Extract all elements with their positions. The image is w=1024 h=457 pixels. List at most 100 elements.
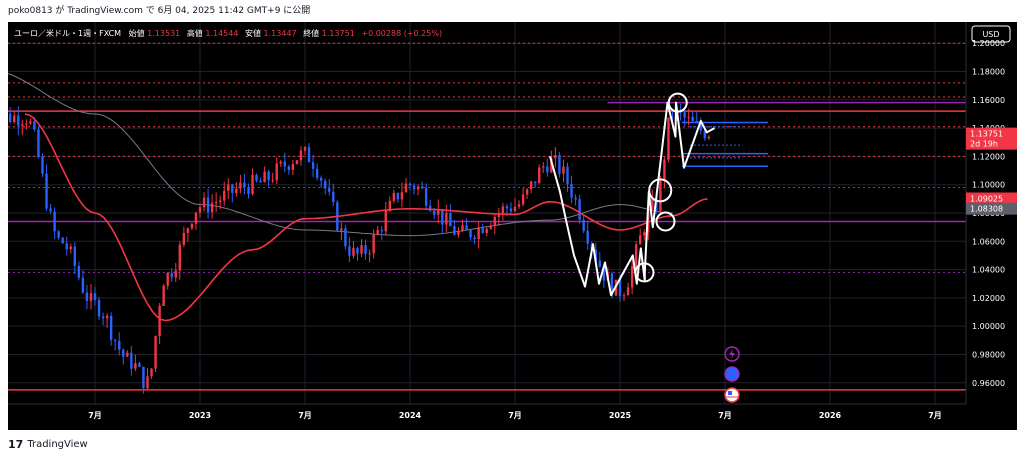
candle-body — [437, 208, 440, 215]
candle-body — [416, 186, 420, 190]
candle-body — [513, 206, 517, 212]
candle-body — [45, 173, 48, 209]
price-axis[interactable]: USD 1.200001.180001.160001.140001.120001… — [965, 22, 1017, 430]
time-axis-bg — [8, 404, 966, 430]
candle-body — [243, 182, 246, 188]
candle-body — [97, 300, 101, 317]
candle-body — [118, 340, 121, 350]
candle-body — [477, 227, 480, 240]
price-chart[interactable]: USD 1.200001.180001.160001.140001.120001… — [8, 22, 1017, 430]
candle-body — [388, 200, 392, 211]
candle-body — [364, 245, 367, 255]
time-tick-label: 2026 — [819, 411, 842, 420]
ma-fast-line — [24, 113, 708, 322]
candle-body — [194, 212, 198, 224]
candle-body — [586, 230, 589, 244]
candle-body — [25, 123, 28, 125]
price-tick-label: 1.06000 — [972, 237, 1005, 246]
candle-body — [469, 230, 472, 238]
legend-high-label: 高値 — [187, 28, 203, 38]
candle-body — [630, 266, 634, 288]
candle-body — [311, 162, 315, 169]
candle-body — [69, 246, 72, 250]
candle-body — [683, 112, 686, 118]
circle-marker — [655, 211, 676, 232]
candle-body — [235, 188, 238, 193]
candle-body — [659, 179, 662, 211]
candle-body — [497, 213, 501, 217]
candle-body — [263, 171, 266, 183]
time-tick-label: 7月 — [508, 411, 522, 420]
circle-marker — [634, 262, 655, 283]
candle-body — [501, 206, 505, 214]
flash-event-icon[interactable] — [724, 346, 740, 362]
candle-body — [295, 160, 299, 164]
currency-box[interactable] — [971, 25, 1011, 43]
candle-body — [142, 366, 145, 389]
eu-flag-icon[interactable] — [724, 366, 740, 382]
candle-body — [57, 231, 60, 238]
candle-body — [594, 249, 597, 261]
candle-body — [376, 229, 379, 235]
candle-body — [8, 113, 12, 123]
candle-body — [525, 189, 529, 195]
countdown-badge: 2d 19h — [970, 140, 998, 149]
candle-body — [73, 246, 77, 266]
candle-body — [166, 273, 169, 286]
candle-body — [360, 245, 363, 254]
candle-body — [323, 180, 327, 189]
event-icons[interactable] — [724, 346, 740, 403]
candle-body — [489, 226, 492, 229]
candle-body — [247, 187, 250, 194]
legend: ユーロ／米ドル・1週・FXCM 始値 1.13531 高値 1.14544 安値… — [14, 28, 442, 38]
candle-body — [130, 352, 133, 369]
candle-body — [37, 129, 40, 157]
legend-close-label: 終値 — [303, 28, 319, 38]
candle-body — [420, 186, 424, 189]
candle-body — [239, 182, 242, 189]
time-tick-label: 7月 — [718, 411, 732, 420]
legend-low-label: 安値 — [245, 28, 261, 38]
candle-body — [485, 228, 488, 234]
price-tick-label: 1.20000 — [972, 39, 1005, 48]
candle-body — [703, 130, 707, 139]
candle-body — [517, 204, 521, 207]
candle-body — [126, 352, 129, 357]
candle-body — [319, 177, 323, 181]
price-tick-label: 1.02000 — [972, 294, 1005, 303]
candle-body — [493, 216, 497, 227]
candle-body — [602, 266, 606, 281]
chart-container[interactable]: USD 1.200001.180001.160001.140001.120001… — [8, 22, 1017, 430]
candle-body — [348, 246, 351, 256]
candle-body — [29, 121, 32, 124]
candle-body — [150, 368, 153, 377]
candle-body — [279, 161, 282, 164]
candle-body — [396, 192, 400, 200]
candle-body — [521, 194, 525, 205]
price-tick-label: 1.00000 — [972, 322, 1005, 331]
candle-body — [53, 211, 56, 232]
candle-body — [206, 197, 210, 213]
candle-body — [65, 243, 68, 250]
tradingview-logo-icon: 17 — [8, 437, 24, 451]
price-tick-label: 0.98000 — [972, 350, 1005, 359]
candle-body — [695, 121, 698, 123]
legend-change: +0.00288 (+0.25%) — [361, 29, 442, 38]
candle-body — [574, 197, 577, 200]
candle-body — [457, 230, 460, 235]
candle-body — [461, 225, 464, 231]
candle-body — [465, 225, 468, 231]
legend-open: 1.13531 — [147, 29, 180, 38]
candle-body — [287, 166, 291, 170]
candle-body — [566, 166, 569, 184]
candle-body — [21, 124, 24, 126]
candle-body — [368, 253, 371, 255]
candle-body — [412, 185, 416, 190]
candle-body — [473, 237, 476, 240]
candle-body — [445, 213, 448, 225]
candle-body — [182, 232, 186, 245]
candle-body — [291, 163, 295, 170]
candle-body — [481, 227, 484, 234]
candle-body — [113, 339, 117, 341]
time-axis[interactable]: 7月 2023 7月 2024 7月 2025 7月 2026 7月 — [8, 403, 966, 430]
